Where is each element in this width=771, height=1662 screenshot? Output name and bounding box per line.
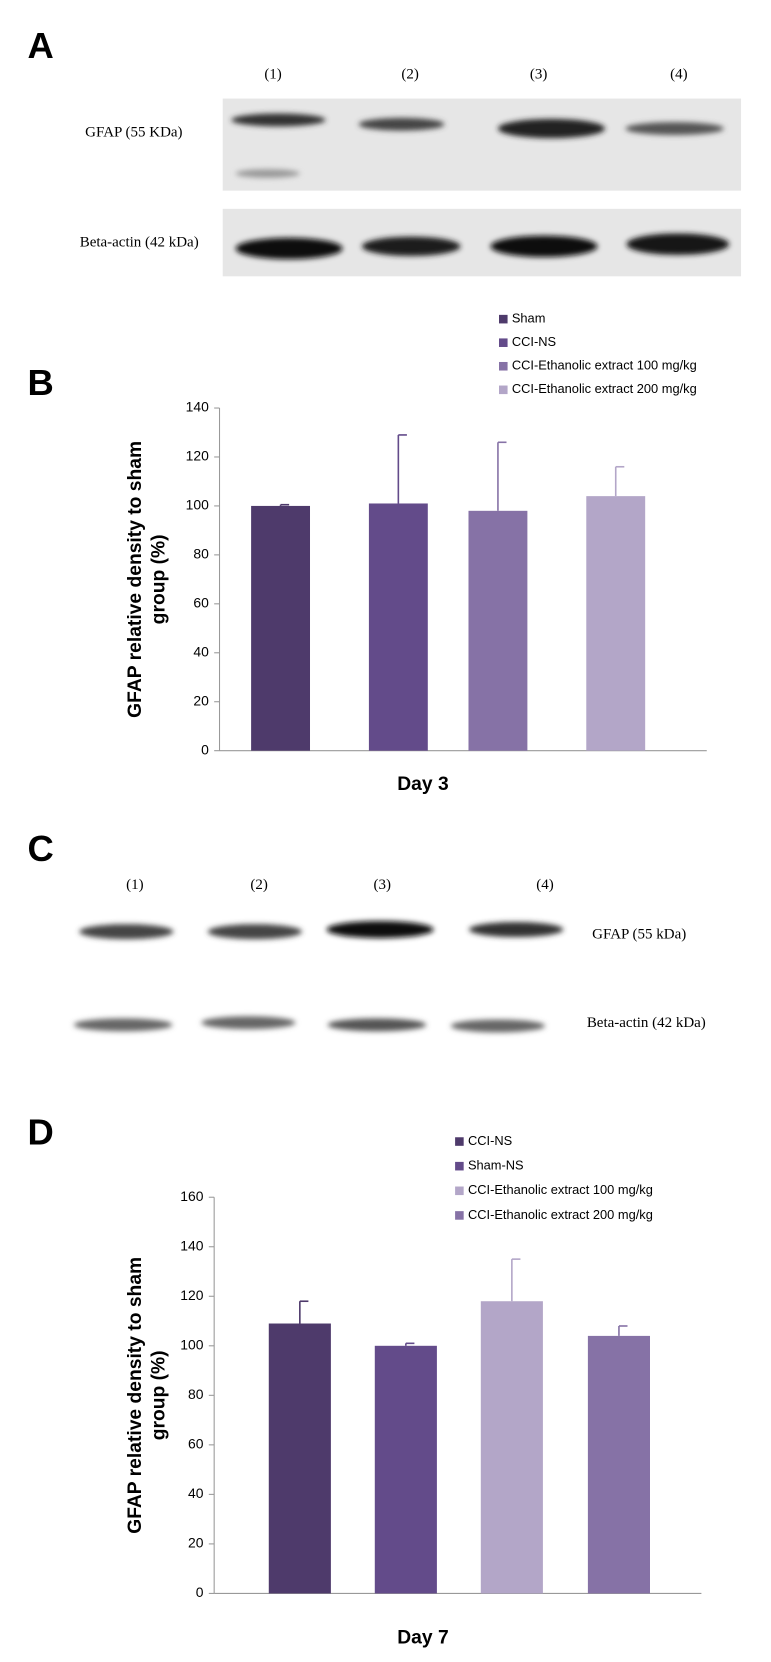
bar	[587, 1335, 650, 1594]
panel-letter: C	[28, 828, 54, 869]
x-axis-label: Day 3	[397, 774, 449, 795]
y-axis-label: group (%)	[149, 1350, 170, 1440]
y-tick-label: 40	[193, 643, 209, 659]
y-tick-label: 100	[186, 497, 209, 513]
x-axis-label: Day 7	[397, 1628, 448, 1649]
panel-letter: A	[28, 25, 54, 66]
legend-label: Sham-NS	[468, 1158, 524, 1173]
bar	[468, 510, 528, 751]
legend-swatch	[499, 314, 508, 324]
lane-label: (2)	[401, 66, 418, 82]
y-axis-label: GFAP relative density to sham	[125, 441, 146, 718]
bar	[251, 505, 311, 751]
y-tick-label: 40	[188, 1485, 204, 1501]
blot-membrane	[222, 98, 742, 191]
y-tick-label: 0	[196, 1584, 204, 1600]
y-tick-label: 80	[193, 546, 209, 562]
legend-label: CCI-NS	[468, 1133, 512, 1148]
lane-label: (4)	[536, 877, 553, 893]
legend-swatch	[499, 338, 508, 347]
y-tick-label: 140	[186, 399, 209, 415]
lane-label: (1)	[126, 877, 143, 893]
bar	[374, 1345, 437, 1594]
legend-label: CCI-Ethanolic extract 200 mg/kg	[468, 1207, 653, 1222]
legend-swatch	[499, 385, 508, 395]
legend-swatch	[499, 361, 508, 371]
band-label: GFAP (55 KDa)	[85, 124, 182, 140]
lane-label: (2)	[250, 877, 267, 893]
bar	[268, 1323, 331, 1594]
bar	[480, 1301, 543, 1594]
y-tick-label: 160	[180, 1188, 203, 1204]
y-tick-label: 120	[180, 1287, 203, 1303]
y-tick-label: 100	[180, 1336, 203, 1352]
legend-swatch	[455, 1161, 464, 1171]
panel-letter: B	[28, 362, 54, 403]
y-tick-label: 140	[180, 1237, 203, 1253]
legend-label: CCI-NS	[512, 334, 556, 349]
y-axis-label: group (%)	[149, 534, 170, 624]
y-tick-label: 0	[201, 741, 209, 757]
legend-label: CCI-Ethanolic extract 100 mg/kg	[512, 358, 697, 373]
legend-label: Sham	[512, 311, 546, 326]
lane-label: (1)	[264, 66, 281, 82]
panel-letter: D	[28, 1112, 54, 1153]
legend-swatch	[455, 1211, 464, 1220]
bar	[586, 496, 646, 751]
legend-label: CCI-Ethanolic extract 200 mg/kg	[512, 381, 697, 396]
blot-bands	[73, 113, 730, 1033]
legend-label: CCI-Ethanolic extract 100 mg/kg	[468, 1182, 653, 1197]
band-label: GFAP (55 kDa)	[592, 926, 686, 942]
y-tick-label: 60	[193, 595, 209, 611]
band-label: Beta-actin (42 kDa)	[80, 235, 199, 251]
y-tick-label: 120	[186, 448, 209, 464]
y-axis-label: GFAP relative density to sham	[125, 1257, 146, 1534]
bar	[368, 503, 428, 751]
band-label: Beta-actin (42 kDa)	[587, 1015, 706, 1031]
y-tick-label: 20	[188, 1535, 204, 1551]
y-tick-label: 80	[188, 1386, 204, 1402]
y-tick-label: 20	[193, 692, 209, 708]
legend-swatch	[455, 1137, 464, 1146]
lane-label: (3)	[374, 877, 391, 893]
lane-label: (3)	[530, 66, 547, 82]
legend-swatch	[455, 1186, 464, 1196]
y-tick-label: 60	[188, 1436, 204, 1452]
lane-label: (4)	[670, 66, 687, 82]
